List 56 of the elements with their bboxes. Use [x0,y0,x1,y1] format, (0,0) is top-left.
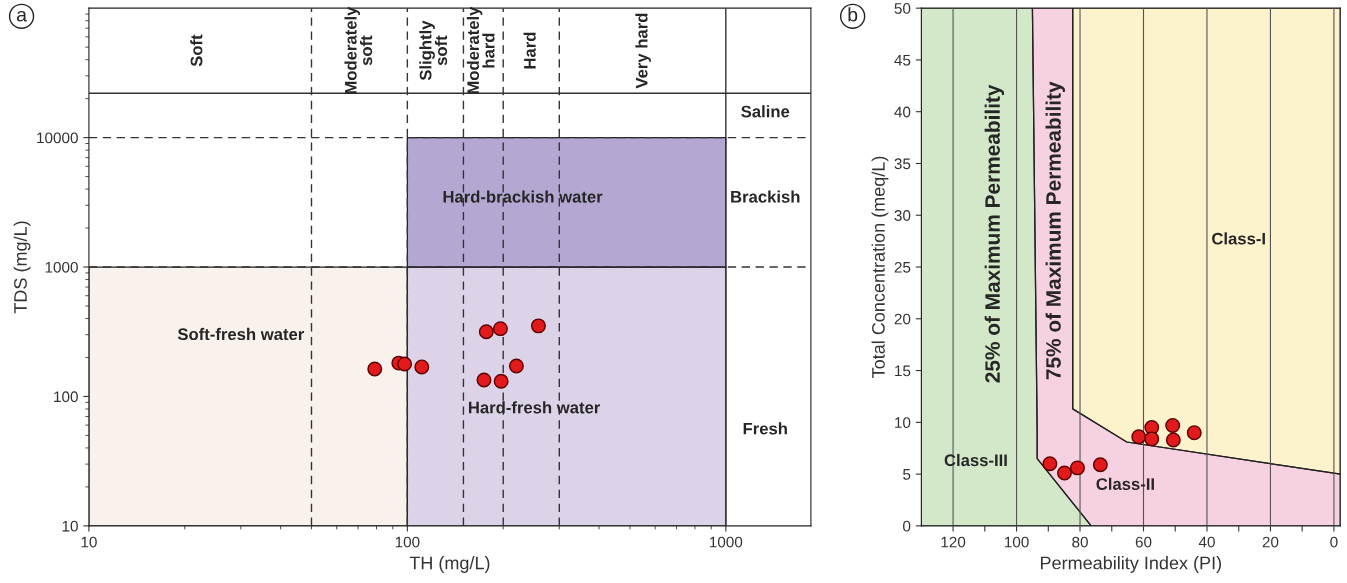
annotation: Very hard [635,13,651,89]
y-tick-label: 5 [903,469,911,480]
x-tick-label: 120 [941,536,966,548]
point [1092,457,1108,473]
x-tick-label: 1000 [709,536,743,548]
y-tick-label: 100 [54,391,78,403]
x-axis-title: TH (mg/L) [409,556,490,573]
y-tick-label: 40 [894,106,911,118]
annotation: Saline [741,105,790,118]
annotation: Soft-fresh water [177,327,305,341]
annotation: Class-I [1212,232,1265,245]
x-axis-title: Permeability Index (PI) [1040,556,1221,573]
annotation: 75% of Maximum Permeability [1045,81,1065,380]
annotation: Class-III [944,453,1007,467]
annotation: Fresh [743,422,787,435]
point [1131,429,1147,445]
y-tick-label: 10000 [37,132,78,144]
y-tick-label: 15 [895,365,911,377]
y-tick-label: 1000 [45,261,78,273]
annotation: Hard [523,32,536,69]
y-tick-label: 10 [62,520,78,532]
point [1144,431,1160,447]
y-tick-label: 0 [903,520,911,532]
x-tick-label: 10 [81,536,97,548]
x-tick-label: 100 [395,536,420,548]
y-tick-label: 50 [894,3,911,14]
annotation: Hard-brackish water [443,190,603,203]
y-tick-label: 20 [894,313,911,325]
chart-title: a [16,10,27,22]
annotation: 25% of Maximum Permeability [984,84,1005,383]
x-tick-label: 0 [1330,536,1338,548]
x-tick-label: 80 [1072,536,1088,548]
point [1165,417,1181,433]
y-tick-label: 35 [894,158,911,170]
y-axis-title: TDS (mg/L) [13,221,31,314]
point [1042,456,1058,472]
y-axis-title: Total Concentration (meq/L) [871,156,889,378]
chart-title: b [848,7,858,22]
point [1070,460,1085,476]
annotation: Brackish [731,190,800,203]
annotation: Hard-fresh water [468,401,601,414]
annotation: Moderately soft [344,6,373,94]
annotation: Soft [190,34,203,67]
point [1057,465,1072,481]
annotation: Moderately hard [466,6,495,94]
x-tick-label: 20 [1262,536,1279,548]
x-tick-label: 40 [1198,536,1215,548]
point [1186,425,1202,441]
x-tick-label: 60 [1135,536,1152,548]
x-tick-label: 100 [1004,536,1029,548]
y-tick-label: 45 [894,54,911,66]
y-tick-label: 25 [894,261,911,273]
y-tick-label: 10 [895,417,911,429]
y-tick-label: 30 [894,210,911,221]
annotation: Slightly soft [419,20,448,81]
point [1165,432,1181,448]
